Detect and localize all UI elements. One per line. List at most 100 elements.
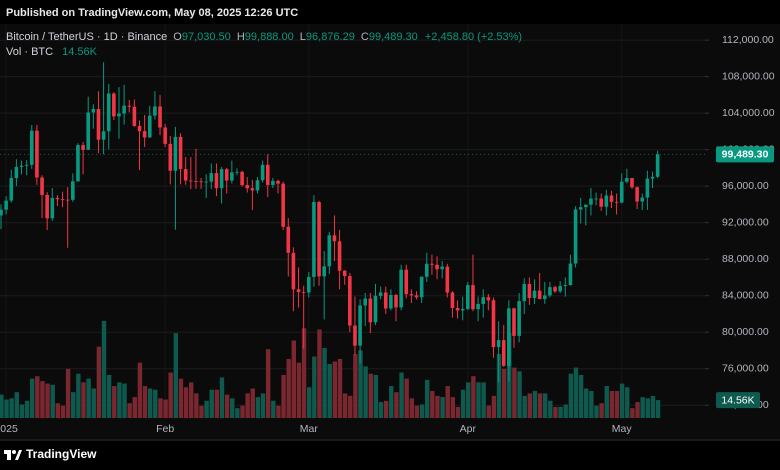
volume-bar (132, 397, 137, 418)
candle-body (517, 301, 521, 336)
candle-body (466, 285, 470, 309)
candle-body (168, 143, 173, 171)
candle-body (394, 294, 398, 308)
volume-bar (296, 362, 302, 418)
candle-body (250, 188, 255, 191)
candle-body (276, 180, 280, 184)
volume-bar (45, 383, 50, 418)
volume-bar (194, 393, 199, 418)
volume-bar (147, 388, 153, 418)
y-tick-label: 76,000.00 (722, 362, 769, 374)
candle-body (260, 164, 265, 181)
candle-body (112, 93, 116, 117)
volume-bar (71, 392, 76, 418)
candle-body (147, 115, 152, 138)
volume-bar (419, 404, 425, 418)
candle-body (604, 195, 609, 207)
volume-layer (0, 320, 661, 418)
volume-bar (625, 387, 630, 418)
volume-bar (224, 394, 230, 418)
candle-body (4, 200, 8, 210)
volume-bar (440, 397, 445, 418)
y-tick-label: 84,000.00 (722, 289, 769, 301)
candle-body (383, 292, 388, 309)
x-tick-label: Feb (156, 423, 174, 435)
volume-bar (486, 405, 491, 418)
candle-body (199, 181, 203, 183)
candle-body (271, 180, 275, 185)
candle-body (327, 235, 332, 267)
candle-body (563, 285, 568, 287)
candle-body (614, 201, 619, 203)
candle-body (163, 127, 167, 144)
volume-bar (40, 381, 45, 418)
volume-bar (0, 394, 4, 418)
candle-body (281, 183, 285, 227)
candle-body (619, 181, 624, 203)
volume-bar (291, 340, 297, 418)
candle-body (301, 292, 306, 293)
volume-bar (101, 320, 107, 418)
volume-bar (189, 382, 194, 418)
volume-bar (76, 373, 81, 418)
volume-bar (271, 400, 276, 418)
volume-tag-label: 14.56K (721, 394, 754, 406)
volume-bar (599, 403, 604, 418)
candle-body (635, 187, 639, 202)
candle-body (599, 198, 604, 207)
candle-body (450, 292, 455, 309)
volume-bar (158, 398, 163, 418)
volume-bar (394, 392, 399, 418)
candle-body (532, 290, 537, 299)
top-bar (0, 0, 780, 24)
open-label: O (173, 31, 182, 43)
candle-body (445, 266, 450, 293)
candle-body (86, 112, 91, 150)
volume-bar (548, 400, 553, 418)
candle-body (81, 145, 85, 150)
volume-tag (716, 392, 760, 409)
volume-title: Vol · BTC (6, 46, 53, 58)
volume-bar (35, 376, 40, 418)
close-label: C (361, 31, 369, 43)
candle-body (332, 235, 337, 242)
candle-body (625, 177, 629, 182)
last-price-tag (716, 146, 774, 163)
volume-bar (245, 393, 250, 418)
volume-bar (65, 368, 71, 418)
volume-bar (399, 372, 404, 418)
volume-bar (430, 390, 435, 418)
candle-body (50, 198, 55, 219)
candle-body (548, 287, 552, 296)
volume-bar (640, 397, 645, 418)
volume-bar (424, 379, 430, 418)
candle-body (65, 199, 70, 201)
candle-body (91, 108, 96, 113)
candle-body (471, 285, 475, 310)
candle-body (419, 276, 424, 298)
candle-body (424, 263, 429, 277)
volume-bar (383, 400, 389, 418)
volume-bar (584, 388, 589, 418)
candle-body (584, 204, 588, 208)
open-value: 97,030.50 (182, 31, 231, 43)
volume-bar (301, 328, 307, 418)
volume-bar (466, 382, 471, 418)
volume-bar (265, 349, 271, 418)
candle-body (101, 131, 106, 140)
volume-bar (378, 402, 384, 418)
volume-bar (250, 388, 255, 418)
y-tick-label: 96,000.00 (722, 180, 769, 192)
candle-body (358, 305, 362, 346)
candle-body (219, 169, 224, 189)
volume-bar (55, 403, 61, 418)
volume-bar (512, 367, 517, 418)
volume-bar (445, 386, 450, 418)
candle-layer (0, 62, 705, 383)
volume-bar (645, 398, 650, 418)
candle-body (178, 136, 183, 170)
volume-bar (137, 362, 143, 418)
high-label: H (237, 31, 245, 43)
candle-body (348, 276, 352, 326)
